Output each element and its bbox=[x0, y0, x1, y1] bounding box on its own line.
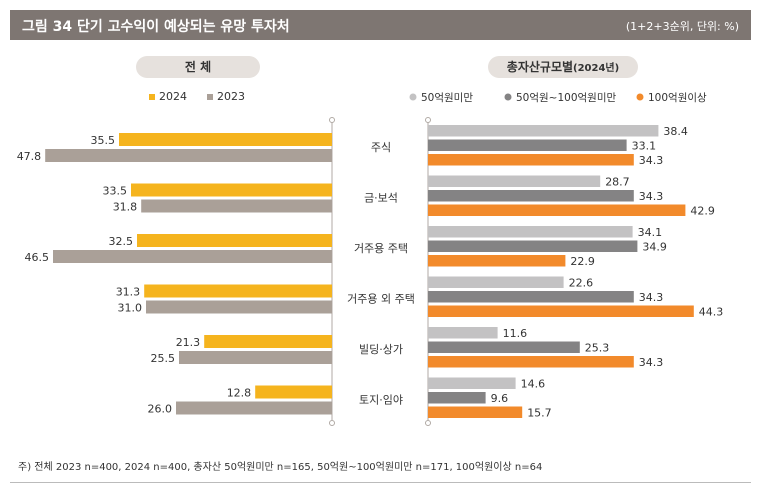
bar-assets-50억원미만-거주용-주택 bbox=[428, 226, 633, 238]
left-axis-cap-top bbox=[329, 117, 335, 123]
label-assets-50억원-100억원미만-토지-임야: 9.6 bbox=[491, 392, 509, 405]
label-assets-50억원-100억원미만-빌딩-상가: 25.3 bbox=[585, 342, 610, 355]
label-assets-50억원-100억원미만-거주용-외-주택: 34.3 bbox=[639, 291, 664, 304]
label-total-2024-주식: 35.5 bbox=[91, 134, 116, 147]
label-total-2024-빌딩-상가: 21.3 bbox=[176, 336, 201, 349]
category-label-거주용-주택: 거주용 주택 bbox=[354, 242, 408, 255]
bar-assets-100억원이상-금-보석 bbox=[428, 204, 686, 216]
right-panel-title-text: 총자산규모별 bbox=[506, 60, 574, 74]
unit-note: (1+2+3순위, 단위: %) bbox=[625, 20, 739, 33]
bar-assets-50억원-100억원미만-주식 bbox=[428, 139, 627, 151]
label-assets-50억원-100억원미만-주식: 33.1 bbox=[632, 140, 657, 153]
label-assets-100억원이상-토지-임야: 15.7 bbox=[527, 407, 552, 420]
label-assets-50억원미만-주식: 38.4 bbox=[663, 125, 688, 138]
label-assets-50억원-100억원미만-거주용-주택: 34.9 bbox=[642, 241, 667, 254]
bar-assets-100억원이상-거주용-주택 bbox=[428, 255, 566, 267]
legend-marker-50억원미만 bbox=[409, 93, 417, 101]
bar-total-2023-토지-임야 bbox=[176, 401, 332, 415]
label-total-2023-빌딩-상가: 25.5 bbox=[151, 352, 176, 365]
legend-marker-50억원-100억원미만 bbox=[504, 93, 512, 101]
bar-assets-50억원-100억원미만-거주용-외-주택 bbox=[428, 291, 634, 303]
bar-total-2024-거주용-주택 bbox=[137, 234, 332, 247]
label-assets-100억원이상-주식: 34.3 bbox=[639, 154, 664, 167]
label-total-2023-거주용-외-주택: 31.0 bbox=[118, 302, 143, 315]
label-assets-50억원-100억원미만-금-보석: 34.3 bbox=[639, 190, 664, 203]
bar-assets-50억원미만-주식 bbox=[428, 125, 659, 137]
label-total-2023-거주용-주택: 46.5 bbox=[25, 251, 50, 264]
bar-total-2023-주식 bbox=[45, 149, 332, 162]
right-axis-cap-top bbox=[425, 117, 431, 123]
right-panel-title-suffix: (2024년) bbox=[573, 63, 620, 74]
label-total-2024-토지-임야: 12.8 bbox=[227, 387, 252, 400]
bar-assets-50억원-100억원미만-토지-임야 bbox=[428, 392, 486, 404]
label-total-2023-금-보석: 31.8 bbox=[113, 201, 138, 214]
category-label-토지-임야: 토지·임야 bbox=[359, 394, 403, 407]
bar-total-2023-빌딩-상가 bbox=[179, 351, 332, 364]
bar-total-2023-거주용-외-주택 bbox=[146, 300, 332, 314]
label-assets-50억원미만-토지-임야: 14.6 bbox=[521, 378, 546, 391]
left-panel-title-text: 전 체 bbox=[184, 60, 212, 74]
label-assets-100억원이상-거주용-주택: 22.9 bbox=[570, 255, 595, 268]
bar-assets-50억원미만-토지-임야 bbox=[428, 377, 516, 389]
bar-assets-50억원미만-빌딩-상가 bbox=[428, 327, 498, 339]
right-panel-title: 총자산규모별(2024년) bbox=[488, 56, 638, 78]
label-assets-50억원미만-금-보석: 28.7 bbox=[605, 176, 630, 189]
label-assets-50억원미만-빌딩-상가: 11.6 bbox=[503, 327, 527, 340]
bar-total-2023-거주용-주택 bbox=[53, 250, 332, 263]
bar-total-2024-거주용-외-주택 bbox=[144, 284, 332, 298]
bar-assets-50억원미만-금-보석 bbox=[428, 175, 601, 187]
figure-title: 그림 34 단기 고수익이 예상되는 유망 투자처 bbox=[22, 19, 290, 35]
label-total-2024-거주용-주택: 32.5 bbox=[109, 235, 134, 248]
category-label-금-보석: 금·보석 bbox=[364, 192, 398, 205]
left-axis-cap-bottom bbox=[329, 420, 335, 426]
label-assets-50억원미만-거주용-주택: 34.1 bbox=[638, 226, 663, 239]
footnote: 주) 전체 2023 n=400, 2024 n=400, 총자산 50억원미만… bbox=[18, 462, 543, 473]
right-axis-cap-bottom bbox=[425, 420, 431, 426]
bar-assets-100억원이상-거주용-외-주택 bbox=[428, 305, 694, 317]
label-total-2024-거주용-외-주택: 31.3 bbox=[116, 286, 141, 299]
bar-assets-50억원미만-거주용-외-주택 bbox=[428, 276, 564, 288]
bar-assets-100억원이상-토지-임야 bbox=[428, 406, 523, 418]
bar-total-2024-주식 bbox=[119, 133, 332, 146]
label-assets-50억원미만-거주용-외-주택: 22.6 bbox=[569, 277, 594, 290]
category-label-빌딩-상가: 빌딩·상가 bbox=[359, 343, 403, 356]
left-panel-title: 전 체 bbox=[136, 56, 260, 78]
bar-assets-50억원-100억원미만-금-보석 bbox=[428, 190, 634, 202]
label-assets-100억원이상-거주용-외-주택: 44.3 bbox=[699, 306, 724, 319]
bar-total-2024-빌딩-상가 bbox=[204, 335, 332, 348]
legend-label-50억원-100억원미만: 50억원~100억원미만 bbox=[516, 92, 616, 104]
label-assets-100억원이상-빌딩-상가: 34.3 bbox=[639, 356, 664, 369]
bar-assets-100억원이상-빌딩-상가 bbox=[428, 356, 634, 368]
label-total-2024-금-보석: 33.5 bbox=[103, 185, 128, 198]
label-total-2023-토지-임야: 26.0 bbox=[148, 403, 173, 416]
chart-header: 그림 34 단기 고수익이 예상되는 유망 투자처 (1+2+3순위, 단위: … bbox=[10, 10, 751, 40]
label-total-2023-주식: 47.8 bbox=[17, 150, 42, 163]
legend-label-100억원이상: 100억원이상 bbox=[648, 92, 707, 104]
bar-total-2024-금-보석 bbox=[131, 183, 332, 197]
category-label-주식: 주식 bbox=[371, 141, 391, 154]
category-label-거주용-외-주택: 거주용 외 주택 bbox=[347, 293, 415, 306]
legend-label-2024: 2024 bbox=[159, 90, 187, 103]
bottom-divider bbox=[10, 482, 751, 483]
bar-total-2023-금-보석 bbox=[141, 199, 332, 213]
legend-label-2023: 2023 bbox=[217, 90, 245, 103]
bar-assets-50억원-100억원미만-거주용-주택 bbox=[428, 240, 638, 252]
legend-marker-2023 bbox=[207, 94, 213, 100]
label-assets-100억원이상-금-보석: 42.9 bbox=[690, 205, 715, 218]
bar-assets-100억원이상-주식 bbox=[428, 154, 634, 166]
legend-label-50억원미만: 50억원미만 bbox=[421, 92, 473, 104]
legend-marker-100억원이상 bbox=[636, 93, 644, 101]
legend-marker-2024 bbox=[149, 94, 155, 100]
bar-total-2024-토지-임야 bbox=[255, 385, 332, 399]
bar-assets-50억원-100억원미만-빌딩-상가 bbox=[428, 341, 580, 353]
